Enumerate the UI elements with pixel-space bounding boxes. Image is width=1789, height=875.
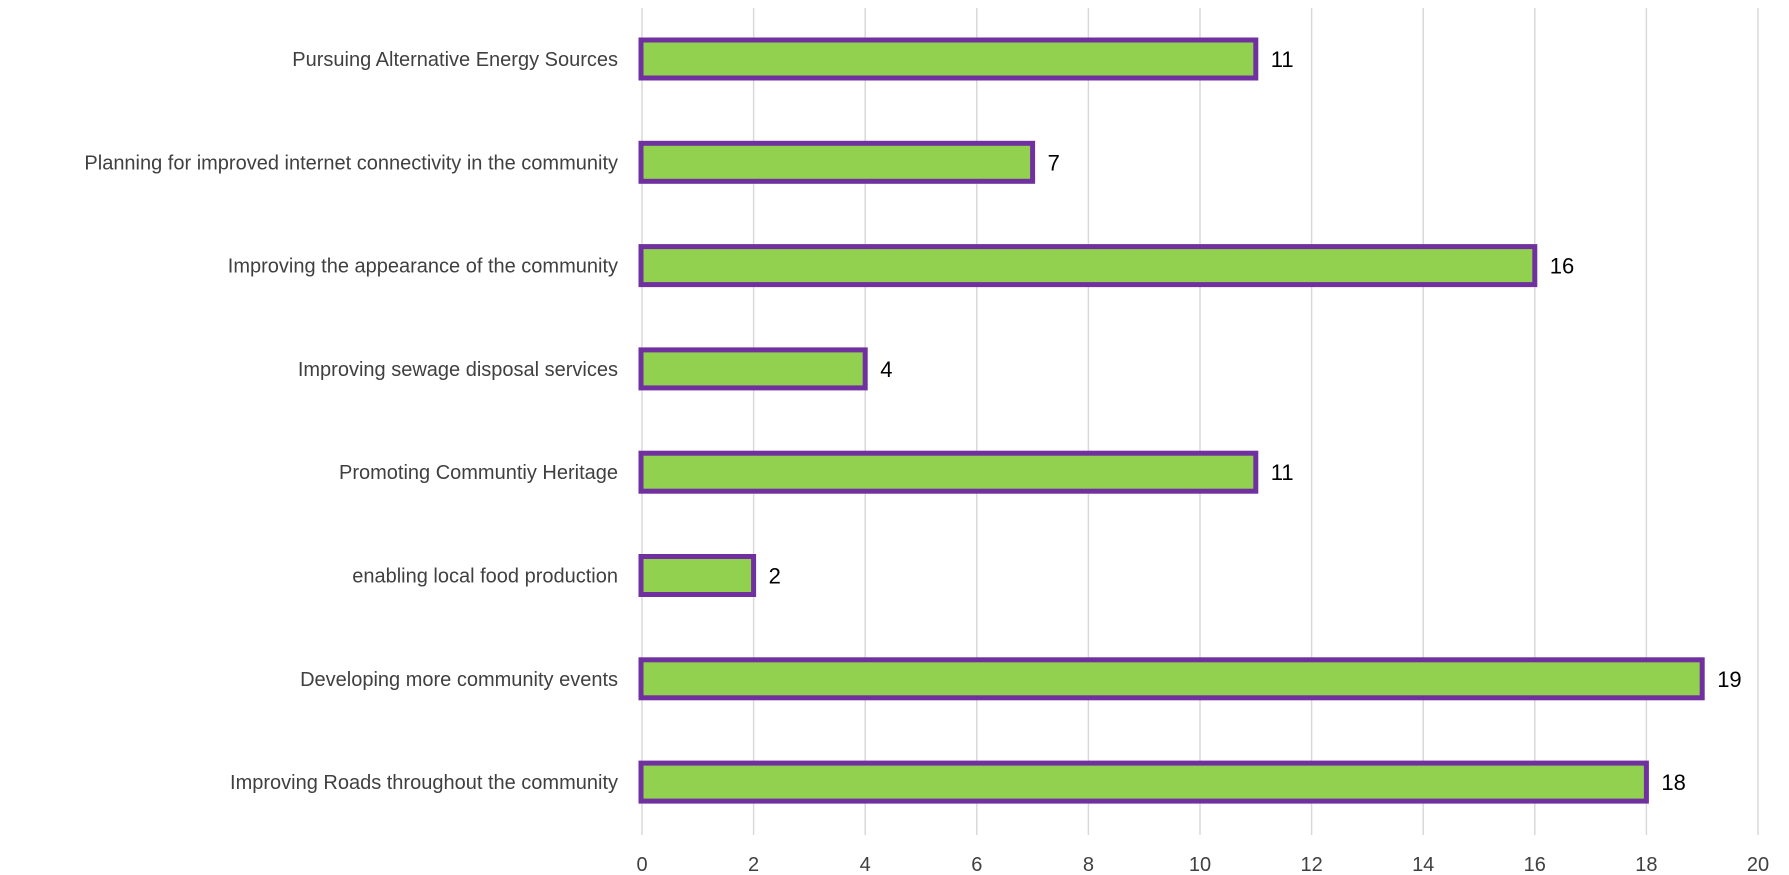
data-labels: 11 7 16 4 11 2 19 18 bbox=[769, 47, 1742, 795]
x-tick-label-0: 0 bbox=[636, 854, 647, 875]
x-tick-label-2: 2 bbox=[748, 854, 759, 875]
bar bbox=[638, 140, 1036, 184]
data-label: 16 bbox=[1550, 254, 1574, 279]
x-tick-label-4: 4 bbox=[860, 854, 871, 875]
category-label: Improving the appearance of the communit… bbox=[228, 256, 618, 278]
category-label: Improving Roads throughout the community bbox=[230, 772, 618, 794]
bar bbox=[638, 554, 757, 597]
data-label: 7 bbox=[1048, 150, 1060, 175]
x-tick-label-6: 6 bbox=[971, 854, 982, 875]
bar bbox=[638, 244, 1538, 288]
category-label: Promoting Communtiy Heritage bbox=[339, 462, 618, 484]
data-label: 11 bbox=[1271, 47, 1294, 72]
x-tick-label-20: 20 bbox=[1747, 854, 1769, 875]
x-tick-label-18: 18 bbox=[1635, 854, 1657, 875]
bar bbox=[638, 760, 1649, 804]
x-tick-label-16: 16 bbox=[1524, 854, 1546, 875]
category-label: Planning for improved internet connectiv… bbox=[84, 152, 618, 174]
gridlines bbox=[641, 8, 1759, 835]
bar bbox=[638, 347, 868, 391]
data-label: 4 bbox=[880, 357, 892, 382]
data-label: 11 bbox=[1271, 460, 1294, 485]
data-label: 19 bbox=[1717, 667, 1741, 692]
bar bbox=[638, 657, 1705, 701]
x-axis-tick-labels: 0 2 4 6 8 10 12 14 16 18 20 bbox=[636, 854, 1769, 875]
x-tick-label-10: 10 bbox=[1189, 854, 1211, 875]
category-label: Developing more community events bbox=[300, 669, 618, 691]
data-label: 18 bbox=[1661, 770, 1685, 795]
category-labels: Pursuing Alternative Energy Sources Plann… bbox=[84, 49, 618, 794]
bars bbox=[638, 37, 1705, 804]
bar bbox=[638, 450, 1259, 494]
category-label: Improving sewage disposal services bbox=[298, 359, 618, 381]
bar bbox=[638, 37, 1259, 81]
data-label: 2 bbox=[769, 564, 781, 589]
x-tick-label-14: 14 bbox=[1412, 854, 1434, 875]
x-tick-label-8: 8 bbox=[1083, 854, 1094, 875]
category-label: enabling local food production bbox=[352, 566, 618, 588]
x-tick-label-12: 12 bbox=[1300, 854, 1322, 875]
category-label: Pursuing Alternative Energy Sources bbox=[292, 49, 618, 71]
